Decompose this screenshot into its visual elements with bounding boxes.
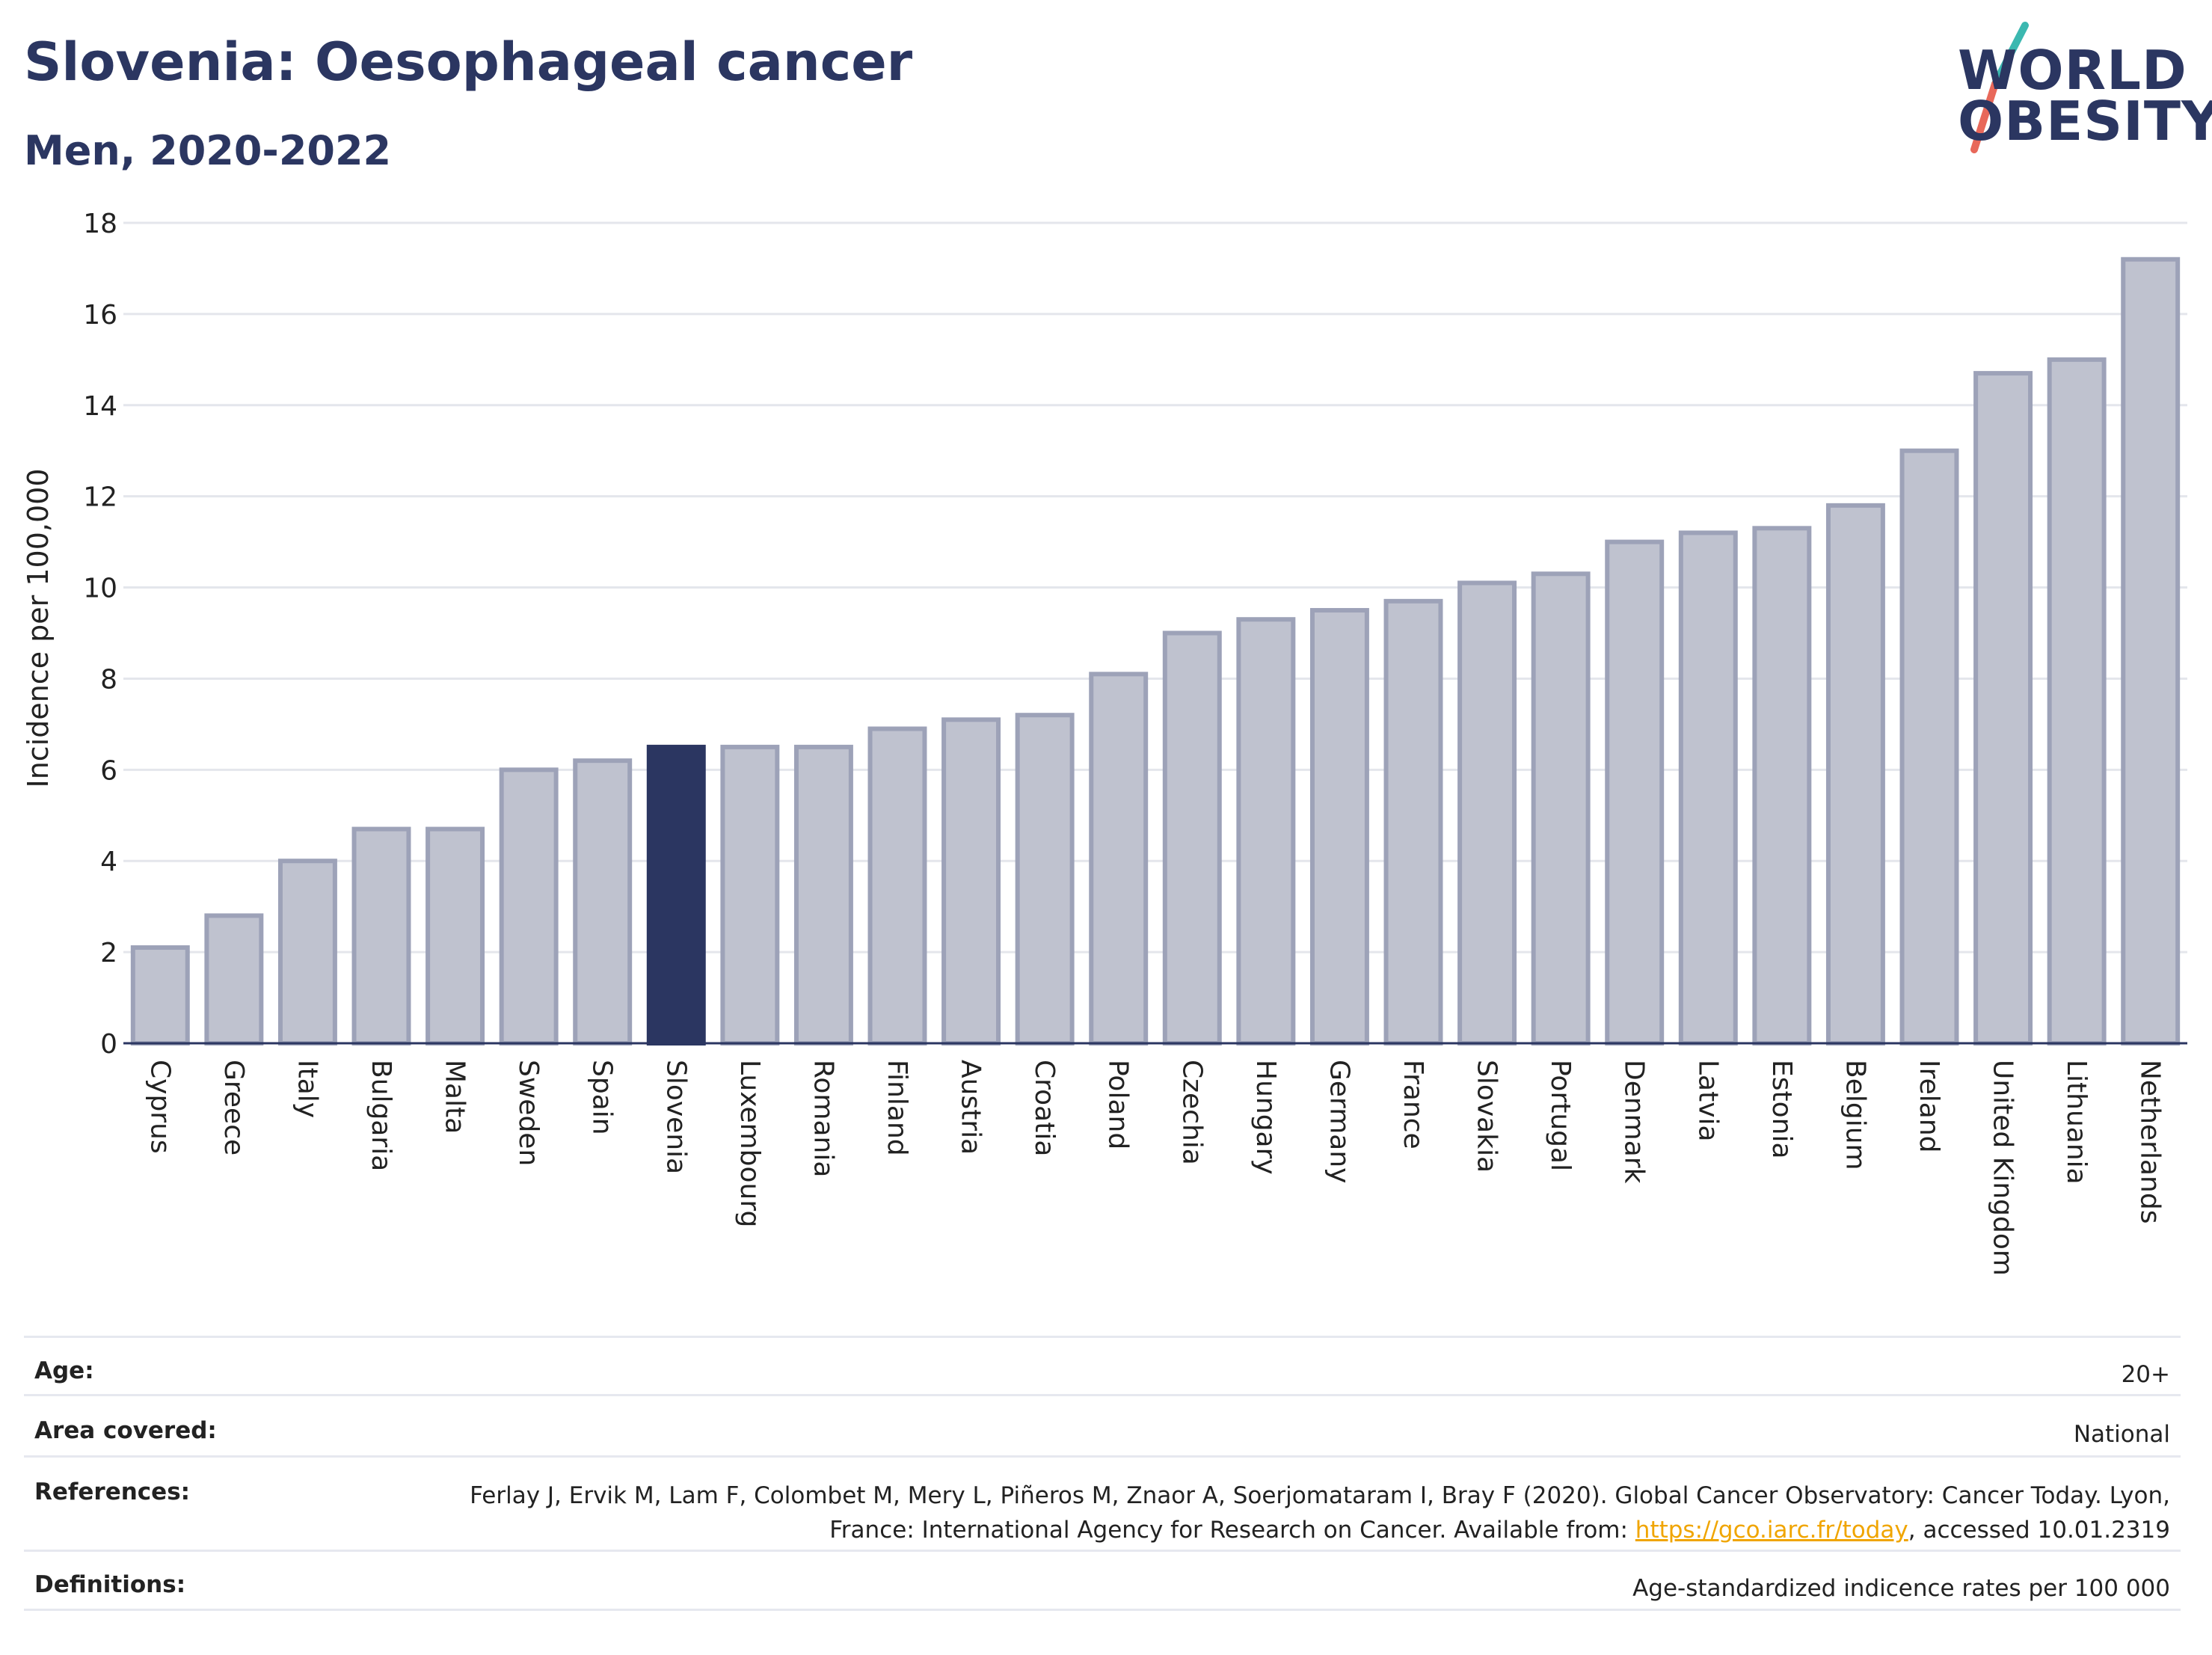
definitions-label: Definitions:: [34, 1571, 186, 1598]
bar: [2047, 357, 2107, 1046]
meta-row-area: Area covered: National: [24, 1394, 2181, 1455]
x-tick-label: Poland: [1103, 1060, 1134, 1149]
x-tick-label: Greece: [218, 1060, 249, 1155]
bar: [1089, 672, 1149, 1045]
age-value: 20+: [2121, 1361, 2170, 1388]
x-tick-label: Belgium: [1840, 1060, 1870, 1170]
x-tick-label: Netherlands: [2135, 1060, 2166, 1223]
x-axis-ticks: Cyprus Greece Italy Bulgaria Malta Sweden Spai…: [144, 1060, 2165, 1276]
x-tick-label: Bulgaria: [366, 1060, 396, 1171]
x-tick-label: Cyprus: [144, 1060, 175, 1154]
bars: [130, 257, 2181, 1046]
x-tick-label: Spain: [587, 1060, 618, 1135]
bar: [1825, 503, 1885, 1046]
x-tick-label: Czechia: [1176, 1060, 1207, 1165]
x-tick-label: Lithuania: [2061, 1060, 2092, 1185]
references-label: References:: [34, 1479, 191, 1505]
y-axis-ticks: 0 2 4 6 8 10 12 14 16 18: [83, 209, 117, 1060]
age-label: Age:: [34, 1357, 94, 1384]
bar: [720, 744, 780, 1045]
x-tick-label: Slovenia: [660, 1060, 691, 1174]
y-tick-label: 4: [100, 847, 117, 877]
bar: [1752, 526, 1812, 1046]
x-tick-label: Malta: [440, 1060, 470, 1134]
bar: [1457, 580, 1517, 1045]
references-text-after: , accessed 10.01.2319: [1908, 1517, 2170, 1544]
bar: [351, 826, 411, 1045]
y-tick-label: 18: [83, 209, 117, 239]
bar: [1899, 448, 1959, 1045]
bar: [793, 744, 853, 1045]
x-tick-label: Romania: [808, 1060, 838, 1177]
bar: [1309, 608, 1369, 1045]
x-tick-label: Latvia: [1692, 1060, 1723, 1142]
y-tick-label: 8: [100, 664, 117, 695]
x-tick-label: Sweden: [513, 1060, 544, 1166]
references-text: Ferlay J, Ervik M, Lam F, Colombet M, Me…: [470, 1482, 2170, 1544]
x-tick-label: Hungary: [1250, 1060, 1281, 1175]
logo-line-2: OBESITY: [1958, 90, 2212, 153]
y-tick-label: 2: [100, 938, 117, 968]
definitions-value: Age-standardized indicence rates per 100…: [1632, 1575, 2170, 1602]
bar: [499, 767, 559, 1045]
bar: [2121, 257, 2181, 1045]
bar: [941, 717, 1001, 1045]
bar: [1973, 371, 2033, 1046]
y-axis-label: Incidence per 100,000: [22, 468, 55, 787]
x-tick-label: Slovakia: [1472, 1060, 1502, 1173]
bar: [1678, 530, 1738, 1045]
area-value: National: [2073, 1421, 2170, 1448]
references-value: Ferlay J, Ervik M, Lam F, Colombet M, Me…: [450, 1479, 2170, 1547]
bar: [204, 913, 264, 1045]
logo-line-1: WORLD: [1958, 39, 2187, 102]
x-tick-label: Germany: [1324, 1060, 1354, 1183]
x-tick-label: Ireland: [1914, 1060, 1944, 1153]
y-tick-label: 12: [83, 482, 117, 513]
bar: [277, 859, 337, 1045]
x-tick-label: Portugal: [1545, 1060, 1576, 1171]
bar-chart: 0 2 4 6 8 10 12 14 16 18 Cyprus Greece Italy Bulgari…: [22, 209, 2187, 1276]
bar: [573, 758, 633, 1046]
y-tick-label: 6: [100, 755, 117, 786]
x-tick-label: United Kingdom: [1988, 1060, 2018, 1276]
bar: [1531, 571, 1591, 1045]
x-tick-label: Croatia: [1029, 1060, 1060, 1156]
area-label: Area covered:: [34, 1417, 217, 1444]
metadata-table: Age: 20+ Area covered: National Referenc…: [24, 1336, 2181, 1611]
x-tick-label: Denmark: [1619, 1060, 1650, 1184]
chart-subtitle: Men, 2020-2022: [24, 127, 392, 174]
bar: [130, 945, 190, 1045]
x-tick-label: Estonia: [1766, 1060, 1797, 1159]
y-tick-label: 10: [83, 574, 117, 604]
x-tick-label: Italy: [292, 1060, 322, 1118]
bar: [425, 826, 485, 1045]
y-tick-label: 14: [83, 391, 117, 422]
world-obesity-logo: WORLD OBESITY: [1944, 21, 2212, 156]
chart-title: Slovenia: Oesophageal cancer: [24, 31, 913, 93]
meta-row-references: References: Ferlay J, Ervik M, Lam F, Co…: [24, 1455, 2181, 1550]
bar: [1605, 539, 1665, 1046]
bar: [1162, 630, 1222, 1045]
bar: [867, 726, 927, 1045]
bar: [1383, 598, 1443, 1045]
logo-slash-icon: [1970, 22, 2029, 153]
x-tick-label: Luxembourg: [734, 1060, 765, 1227]
x-tick-label: France: [1398, 1060, 1428, 1149]
meta-row-age: Age: 20+: [24, 1336, 2181, 1394]
references-link[interactable]: https://gco.iarc.fr/today: [1635, 1517, 1908, 1544]
y-tick-label: 0: [100, 1029, 117, 1060]
bar-highlighted: [646, 744, 706, 1045]
bar: [1015, 713, 1075, 1045]
meta-row-definitions: Definitions: Age-standardized indicence …: [24, 1550, 2181, 1611]
x-tick-label: Finland: [882, 1060, 912, 1156]
x-tick-label: Austria: [956, 1060, 986, 1155]
bar: [1236, 617, 1296, 1045]
y-tick-label: 16: [83, 300, 117, 331]
